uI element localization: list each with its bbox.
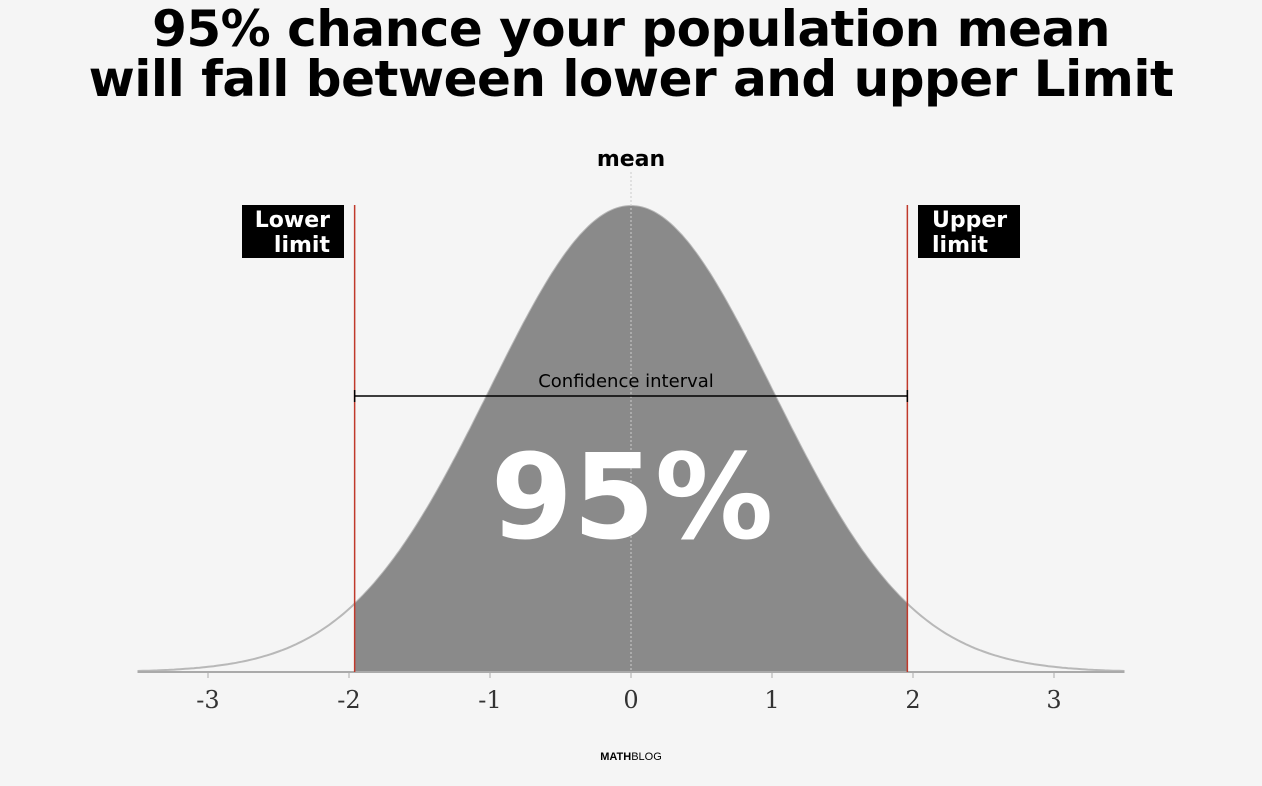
confidence-interval-label: Confidence interval (538, 371, 714, 392)
mean-label: mean (597, 147, 665, 172)
x-tick-label: -2 (337, 686, 360, 714)
upper-limit-label-line-2: limit (932, 233, 989, 258)
confidence-area (354, 206, 908, 672)
upper-limit-badge: Upper limit (918, 205, 1020, 258)
x-tick-label: -1 (478, 686, 501, 714)
x-tick-label: -3 (196, 686, 219, 714)
x-tick-label: 2 (905, 686, 920, 714)
footer-brand: MATHBLOG (0, 751, 1262, 763)
x-tick-label: 0 (623, 686, 638, 714)
upper-limit-label-line-1: Upper (932, 208, 1007, 233)
title-line-2: will fall between lower and upper Limit (88, 50, 1174, 108)
brand-regular: BLOG (631, 751, 662, 763)
lower-limit-badge: Lower limit (242, 205, 344, 258)
page-title: 95% chance your population mean will fal… (0, 4, 1262, 104)
x-tick-label: 1 (764, 686, 779, 714)
brand-bold: MATH (600, 751, 632, 763)
percentage-label: 95% (491, 428, 773, 566)
title-line-1: 95% chance your population mean (152, 0, 1110, 58)
lower-limit-label-line-1: Lower (255, 208, 330, 233)
x-axis-ticks: -3 -2 -1 0 1 2 3 (196, 672, 1062, 714)
x-tick-label: 3 (1046, 686, 1061, 714)
lower-limit-label-line-2: limit (274, 233, 331, 258)
